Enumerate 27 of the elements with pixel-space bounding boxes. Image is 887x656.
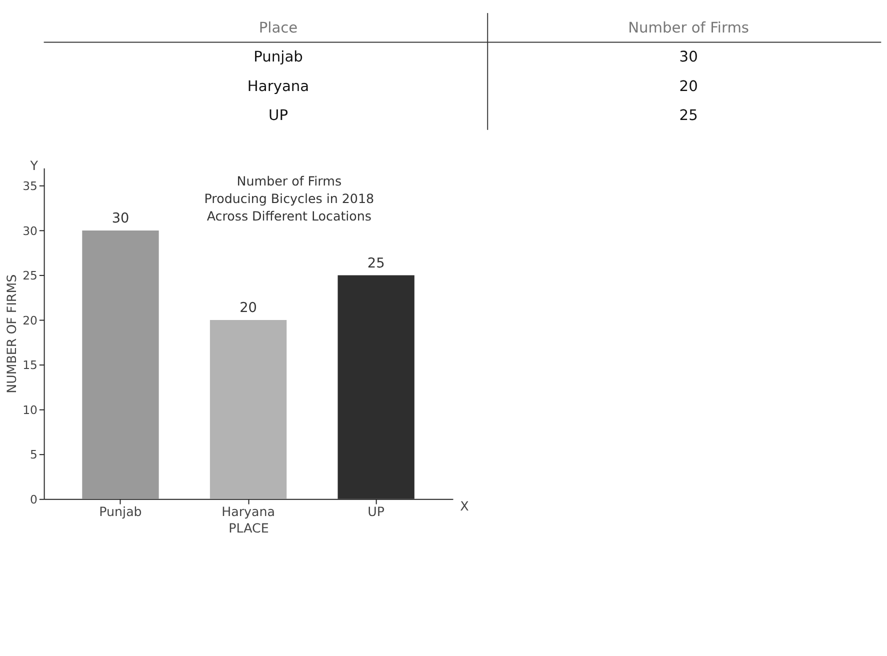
category-label: Haryana xyxy=(247,78,310,95)
y-tick-label: 10 xyxy=(22,402,38,417)
y-axis-title: NUMBER OF FIRMS xyxy=(4,274,19,394)
y-tick-label: 5 xyxy=(30,448,38,462)
text: 25 xyxy=(679,107,698,124)
data-label: 30 xyxy=(112,210,130,227)
text: Number of Firms Producing Bicycles in 2018 Across Different Locations xyxy=(204,173,374,224)
x-tick-label: Haryana xyxy=(222,504,275,519)
category-label: Punjab xyxy=(254,48,303,66)
text: 30 xyxy=(679,48,698,66)
y-tick-label: 0 xyxy=(30,492,38,506)
text: Place xyxy=(258,20,298,37)
text: X xyxy=(460,498,470,514)
y-tick-label: 20 xyxy=(22,313,38,328)
x-tick-label: UP xyxy=(368,504,385,519)
y-tick-label: 15 xyxy=(22,358,38,372)
x-axis-title: PLACE xyxy=(228,520,269,536)
y-tick-label: 25 xyxy=(22,268,38,283)
x-tick-label: Punjab xyxy=(99,504,142,519)
y-tick-label: 35 xyxy=(22,179,38,194)
category-label: UP xyxy=(268,107,288,124)
data-label: 25 xyxy=(367,255,385,272)
y-tick-label: 30 xyxy=(22,224,38,238)
text: Number of Firms xyxy=(628,20,750,37)
data-label: 20 xyxy=(240,300,257,316)
text: Y xyxy=(29,158,38,173)
text: 20 xyxy=(679,78,698,95)
